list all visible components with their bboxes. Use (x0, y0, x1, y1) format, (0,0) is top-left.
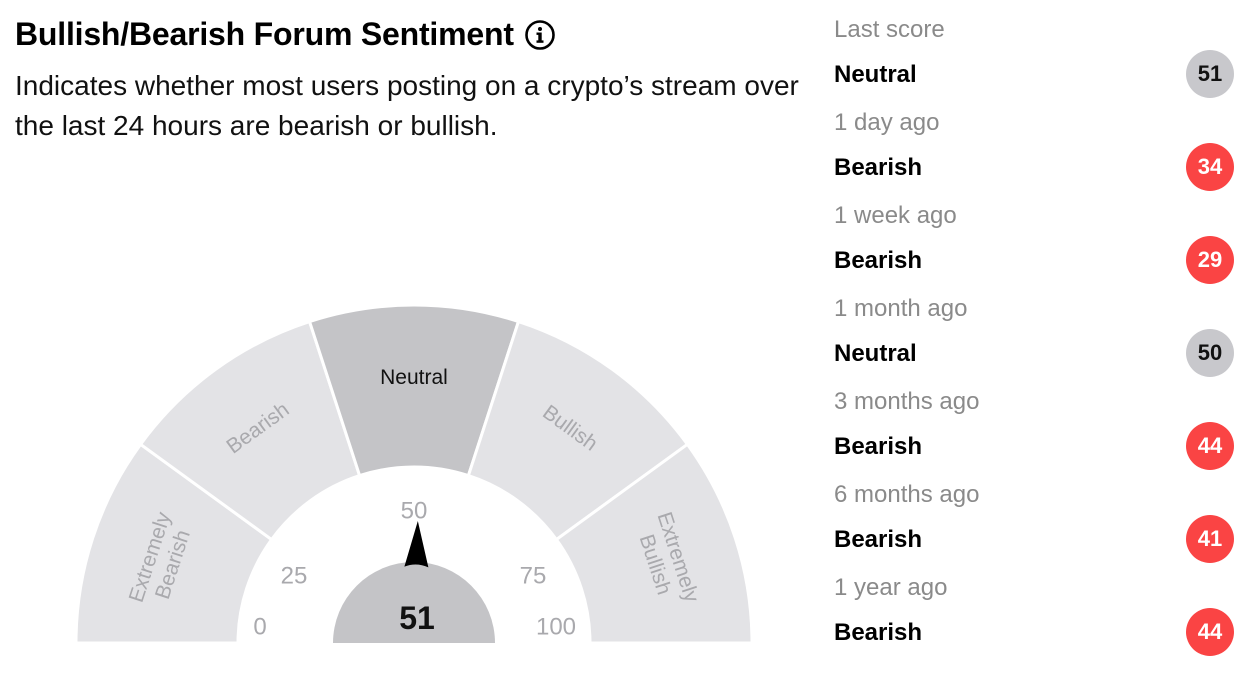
history-score-badge: 44 (1186, 422, 1234, 470)
description: Indicates whether most users posting on … (15, 70, 799, 141)
history-label: Neutral (834, 340, 917, 367)
gauge-needle (404, 521, 429, 568)
history-label: Bearish (834, 433, 923, 460)
gauge-tick-label: 50 (401, 497, 428, 524)
sentiment-gauge: ExtremelyBearishBearishNeutralBullishExt… (74, 303, 754, 645)
history-row: 1 week ago Bearish 29 (834, 202, 1234, 295)
sentiment-panel: Bullish/Bearish Forum Sentiment Indicate… (15, 16, 799, 645)
gauge-tick-label: 100 (536, 613, 576, 640)
page-title: Bullish/Bearish Forum Sentiment (15, 16, 514, 52)
history-score-badge: 34 (1186, 143, 1234, 191)
history-row: 6 months ago Bearish 41 (834, 481, 1234, 574)
history-label: Neutral (834, 61, 917, 88)
history-score-badge: 41 (1186, 515, 1234, 563)
history-time: 6 months ago (834, 481, 980, 508)
gauge-tick-label: 25 (281, 562, 308, 589)
sentiment-history: Last score Neutral 51 1 day ago Bearish 34 1 w… (834, 0, 1244, 675)
history-label: Bearish (834, 154, 923, 181)
history-row: Last score Neutral 51 (834, 16, 1234, 109)
history-time: 1 day ago (834, 109, 940, 136)
history-label: Bearish (834, 247, 923, 274)
gauge-segment (554, 442, 754, 645)
gauge-score-disc (333, 562, 495, 643)
history-time: 1 year ago (834, 574, 948, 601)
gauge-tick-label: 75 (520, 562, 547, 589)
history-row: 1 month ago Neutral 50 (834, 295, 1234, 388)
history-row: 1 year ago Bearish 44 (834, 574, 1234, 667)
history-score-badge: 29 (1186, 236, 1234, 284)
history-score-badge: 44 (1186, 608, 1234, 656)
history-score-badge: 50 (1186, 329, 1234, 377)
history-label: Bearish (834, 619, 923, 646)
gauge-tick-label: 0 (253, 613, 266, 640)
history-time: 1 week ago (834, 202, 957, 229)
gauge-segment-label: Neutral (380, 366, 448, 389)
title-row: Bullish/Bearish Forum Sentiment (15, 16, 556, 53)
gauge-score: 51 (399, 600, 435, 636)
history-row: 3 months ago Bearish 44 (834, 388, 1234, 481)
info-icon[interactable] (524, 19, 556, 51)
history-time: Last score (834, 16, 945, 43)
history-row: 1 day ago Bearish 34 (834, 109, 1234, 202)
history-time: 1 month ago (834, 295, 968, 322)
history-time: 3 months ago (834, 388, 980, 415)
history-score-badge: 51 (1186, 50, 1234, 98)
history-label: Bearish (834, 526, 923, 553)
